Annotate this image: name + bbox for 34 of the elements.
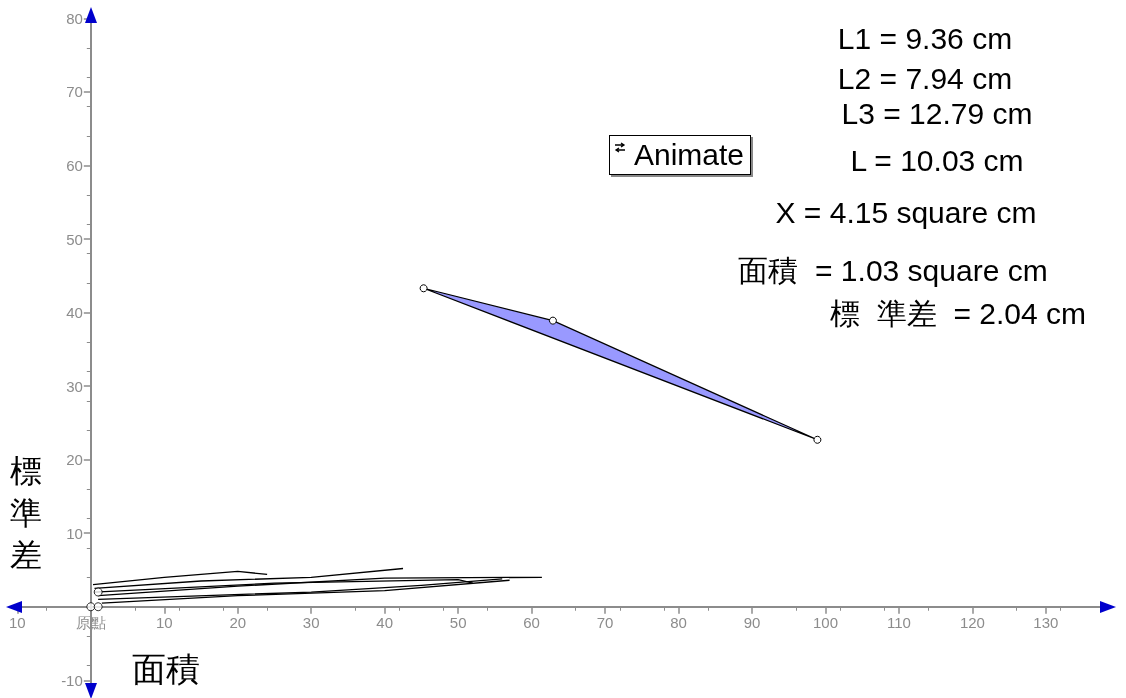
x-tick-label: 10 (9, 613, 26, 631)
x-tick-label: 80 (670, 613, 687, 631)
x-tick-label: 110 (886, 613, 911, 631)
x-tick-label: 原點 (75, 613, 106, 631)
y-tick-label: 30 (66, 377, 83, 395)
x-axis-title: 面積 (132, 649, 200, 689)
annotation: L3 = 12.79 cm (841, 96, 1033, 130)
y-axis-title: 標準差 (10, 452, 42, 574)
annotation: 標 準差 = 2.04 cm (830, 296, 1086, 330)
y-tick-label: 80 (66, 9, 83, 27)
y-tick-label: 10 (66, 524, 83, 542)
y-tick-label: 70 (66, 83, 83, 101)
annotation: L = 10.03 cm (850, 143, 1024, 177)
x-tick-label: 130 (1033, 613, 1059, 631)
x-tick-label: 10 (155, 613, 173, 631)
x-tick-label: 70 (596, 613, 614, 631)
y-tick-label: 40 (66, 304, 83, 322)
x-tick-label: 60 (523, 613, 540, 631)
annotation: L2 = 7.94 cm (837, 61, 1013, 95)
x-tick-label: 30 (302, 613, 320, 631)
x-tick-label: 120 (959, 613, 985, 631)
y-tick-label: -10 (61, 671, 83, 689)
x-tick-label: 100 (812, 613, 838, 631)
x-tick-label: 50 (449, 613, 467, 631)
x-tick-label: 40 (376, 613, 394, 631)
annotation: 面積 = 1.03 square cm (738, 253, 1048, 287)
y-tick-label: 20 (66, 451, 83, 469)
annotation: Animate (634, 137, 745, 173)
x-tick-label: 20 (229, 613, 247, 631)
y-tick-label: 50 (66, 230, 83, 248)
y-tick-label: 60 (66, 156, 83, 174)
annotation: X = 4.15 square cm (775, 195, 1037, 229)
x-tick-label: 90 (743, 613, 761, 631)
annotation: L1 = 9.36 cm (837, 21, 1013, 55)
